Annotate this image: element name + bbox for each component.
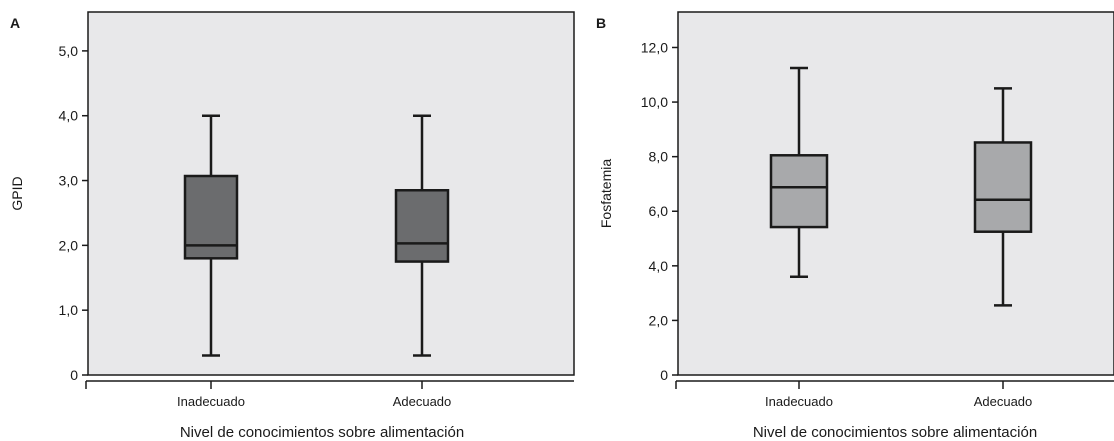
y-tick-label: 3,0 — [59, 173, 79, 189]
y-tick-label: 12,0 — [641, 39, 668, 55]
box-iqr — [394, 189, 450, 263]
x-tick-label: Adecuado — [393, 394, 452, 409]
x-tick-label: Inadecuado — [177, 394, 245, 409]
y-tick-label: 2,0 — [649, 312, 669, 328]
panel-label: A — [10, 15, 20, 31]
y-tick-label: 8,0 — [649, 149, 669, 165]
y-axis-title: GPID — [9, 176, 25, 210]
y-tick-label: 0 — [70, 367, 78, 383]
y-tick-label: 4,0 — [59, 108, 79, 124]
y-tick-label: 2,0 — [59, 237, 79, 253]
y-tick-label: 5,0 — [59, 43, 79, 59]
x-tick-label: Inadecuado — [765, 394, 833, 409]
x-tick-label: Adecuado — [974, 394, 1033, 409]
y-axis-title: Fosfatemia — [598, 159, 614, 228]
plot-area — [87, 11, 575, 376]
y-tick-label: 6,0 — [649, 203, 669, 219]
box-iqr — [973, 141, 1033, 233]
box-iqr — [769, 154, 829, 229]
x-axis-title: Nivel de conocimientos sobre alimentació… — [180, 424, 464, 441]
plot-area — [677, 11, 1114, 376]
y-tick-label: 0 — [660, 367, 668, 383]
y-tick-label: 4,0 — [649, 258, 669, 274]
panel-label: B — [596, 15, 606, 31]
y-tick-label: 10,0 — [641, 94, 668, 110]
x-axis-title: Nivel de conocimientos sobre alimentació… — [753, 424, 1037, 441]
y-tick-label: 1,0 — [59, 302, 79, 318]
